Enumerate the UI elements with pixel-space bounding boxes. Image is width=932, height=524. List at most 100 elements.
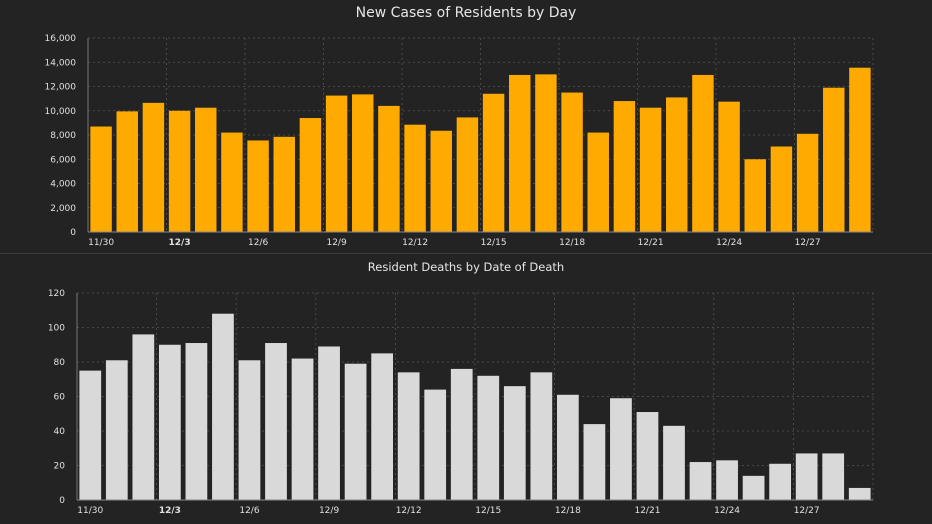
deaths-bar — [397, 372, 420, 500]
deaths-bar — [530, 372, 553, 500]
cases-bar — [90, 126, 112, 232]
cases-chart-svg: 0 2,000 4,000 6,000 8,000 10,000 12,000 14,000 1… — [45, 34, 874, 248]
deaths-bar — [742, 475, 765, 500]
deaths-chart-title: Resident Deaths by Date of Death — [367, 260, 565, 274]
cases-bar — [404, 124, 426, 232]
deaths-bar — [371, 353, 394, 500]
deaths-bar — [185, 343, 208, 500]
deaths-bar — [822, 453, 845, 500]
cases-y-tick-label: 8,000 — [50, 131, 76, 141]
cases-x-tick-label: 12/21 — [638, 238, 664, 248]
deaths-chart-svg: 0 20 40 60 80 100 120 11/30 12/3 12/6 12/9 12/12 12/… — [48, 289, 874, 516]
cases-bar — [535, 74, 557, 232]
cases-bar — [692, 74, 714, 232]
cases-bar — [744, 159, 766, 232]
deaths-bar — [610, 398, 632, 500]
deaths-y-tick-label: 120 — [48, 289, 65, 299]
deaths-bar — [79, 370, 102, 500]
deaths-y-tick-label: 80 — [54, 358, 66, 368]
deaths-y-tick-label: 100 — [48, 324, 65, 334]
cases-bar — [849, 67, 871, 232]
cases-bar — [770, 146, 793, 232]
cases-bar — [509, 74, 531, 232]
deaths-y-tick-label: 0 — [59, 496, 65, 506]
deaths-bar — [265, 343, 287, 500]
cases-bar — [482, 93, 505, 233]
deaths-y-tick-label: 40 — [54, 427, 66, 437]
cases-bar — [325, 95, 348, 232]
deaths-x-tick-label: 12/6 — [239, 506, 259, 516]
cases-y-tick-label: 16,000 — [45, 34, 77, 44]
cases-x-tick-label: 12/24 — [716, 238, 742, 248]
cases-bar — [430, 130, 452, 232]
cases-chart-panel: New Cases of Residents by Day 0 2,000 4,00… — [0, 0, 932, 253]
deaths-x-tick-label: 12/3 — [159, 506, 181, 516]
cases-x-tick-label: 12/9 — [326, 238, 346, 248]
cases-bar — [352, 94, 374, 232]
cases-bar — [718, 101, 740, 232]
deaths-x-tick-label: 12/18 — [555, 506, 581, 516]
deaths-chart-panel: Resident Deaths by Date of Death 0 20 40 60… — [0, 254, 932, 524]
deaths-bar — [344, 363, 367, 500]
deaths-x-tick-label: 12/21 — [634, 506, 660, 516]
deaths-y-tick-label: 60 — [54, 393, 66, 403]
cases-y-tick-label: 2,000 — [50, 204, 76, 214]
chart-divider — [0, 253, 932, 254]
cases-bar — [195, 107, 217, 232]
cases-x-tick-label: 12/12 — [402, 238, 428, 248]
cases-x-tick-label: 12/3 — [169, 238, 191, 248]
deaths-bar — [583, 424, 606, 500]
cases-bar — [456, 117, 479, 232]
cases-bar — [273, 136, 295, 232]
deaths-bar — [689, 462, 712, 500]
cases-x-tick-label: 12/27 — [795, 238, 821, 248]
deaths-bar — [424, 389, 447, 500]
deaths-bar — [795, 453, 818, 500]
cases-y-tick-label: 14,000 — [45, 58, 77, 68]
cases-bar — [221, 132, 243, 232]
deaths-x-tick-label: 12/24 — [714, 506, 740, 516]
cases-bar — [299, 118, 322, 232]
cases-y-tick-label: 6,000 — [50, 155, 76, 165]
cases-bar — [561, 92, 583, 232]
deaths-bar — [158, 344, 181, 500]
cases-y-tick-label: 0 — [70, 228, 76, 238]
cases-y-tick-label: 12,000 — [45, 83, 77, 93]
cases-x-tick-label: 12/15 — [481, 238, 507, 248]
deaths-bar — [556, 394, 579, 500]
cases-bar — [796, 133, 819, 232]
cases-x-tick-label: 12/6 — [248, 238, 268, 248]
deaths-bar — [477, 375, 500, 500]
cases-x-tick-label: 11/30 — [88, 238, 114, 248]
deaths-bar — [318, 346, 340, 500]
deaths-bar — [238, 360, 261, 500]
cases-bar — [378, 105, 400, 232]
deaths-x-tick-label: 12/9 — [319, 506, 339, 516]
deaths-bar — [663, 425, 685, 500]
deaths-y-tick-label: 20 — [54, 462, 66, 472]
deaths-x-tick-label: 12/15 — [475, 506, 501, 516]
deaths-x-tick-label: 12/12 — [396, 506, 422, 516]
deaths-bar — [503, 386, 526, 500]
cases-bar — [613, 101, 636, 232]
cases-bar — [587, 132, 609, 232]
cases-bar — [666, 97, 688, 232]
cases-bar — [116, 111, 138, 232]
deaths-x-tick-label: 12/27 — [794, 506, 820, 516]
deaths-bar — [848, 487, 871, 500]
deaths-bar — [291, 358, 314, 500]
cases-chart-title: New Cases of Residents by Day — [355, 5, 577, 21]
deaths-bar — [212, 313, 234, 500]
cases-bar — [247, 140, 269, 232]
deaths-bar — [769, 463, 792, 500]
deaths-bar — [105, 360, 128, 500]
deaths-bar — [450, 368, 473, 500]
deaths-bar — [636, 412, 659, 500]
cases-x-tick-label: 12/18 — [559, 238, 585, 248]
cases-bar — [168, 110, 191, 232]
cases-bar — [823, 87, 845, 233]
cases-bar — [639, 107, 662, 232]
cases-y-tick-label: 4,000 — [50, 180, 76, 190]
cases-bar — [142, 102, 165, 233]
deaths-bar — [716, 460, 738, 500]
